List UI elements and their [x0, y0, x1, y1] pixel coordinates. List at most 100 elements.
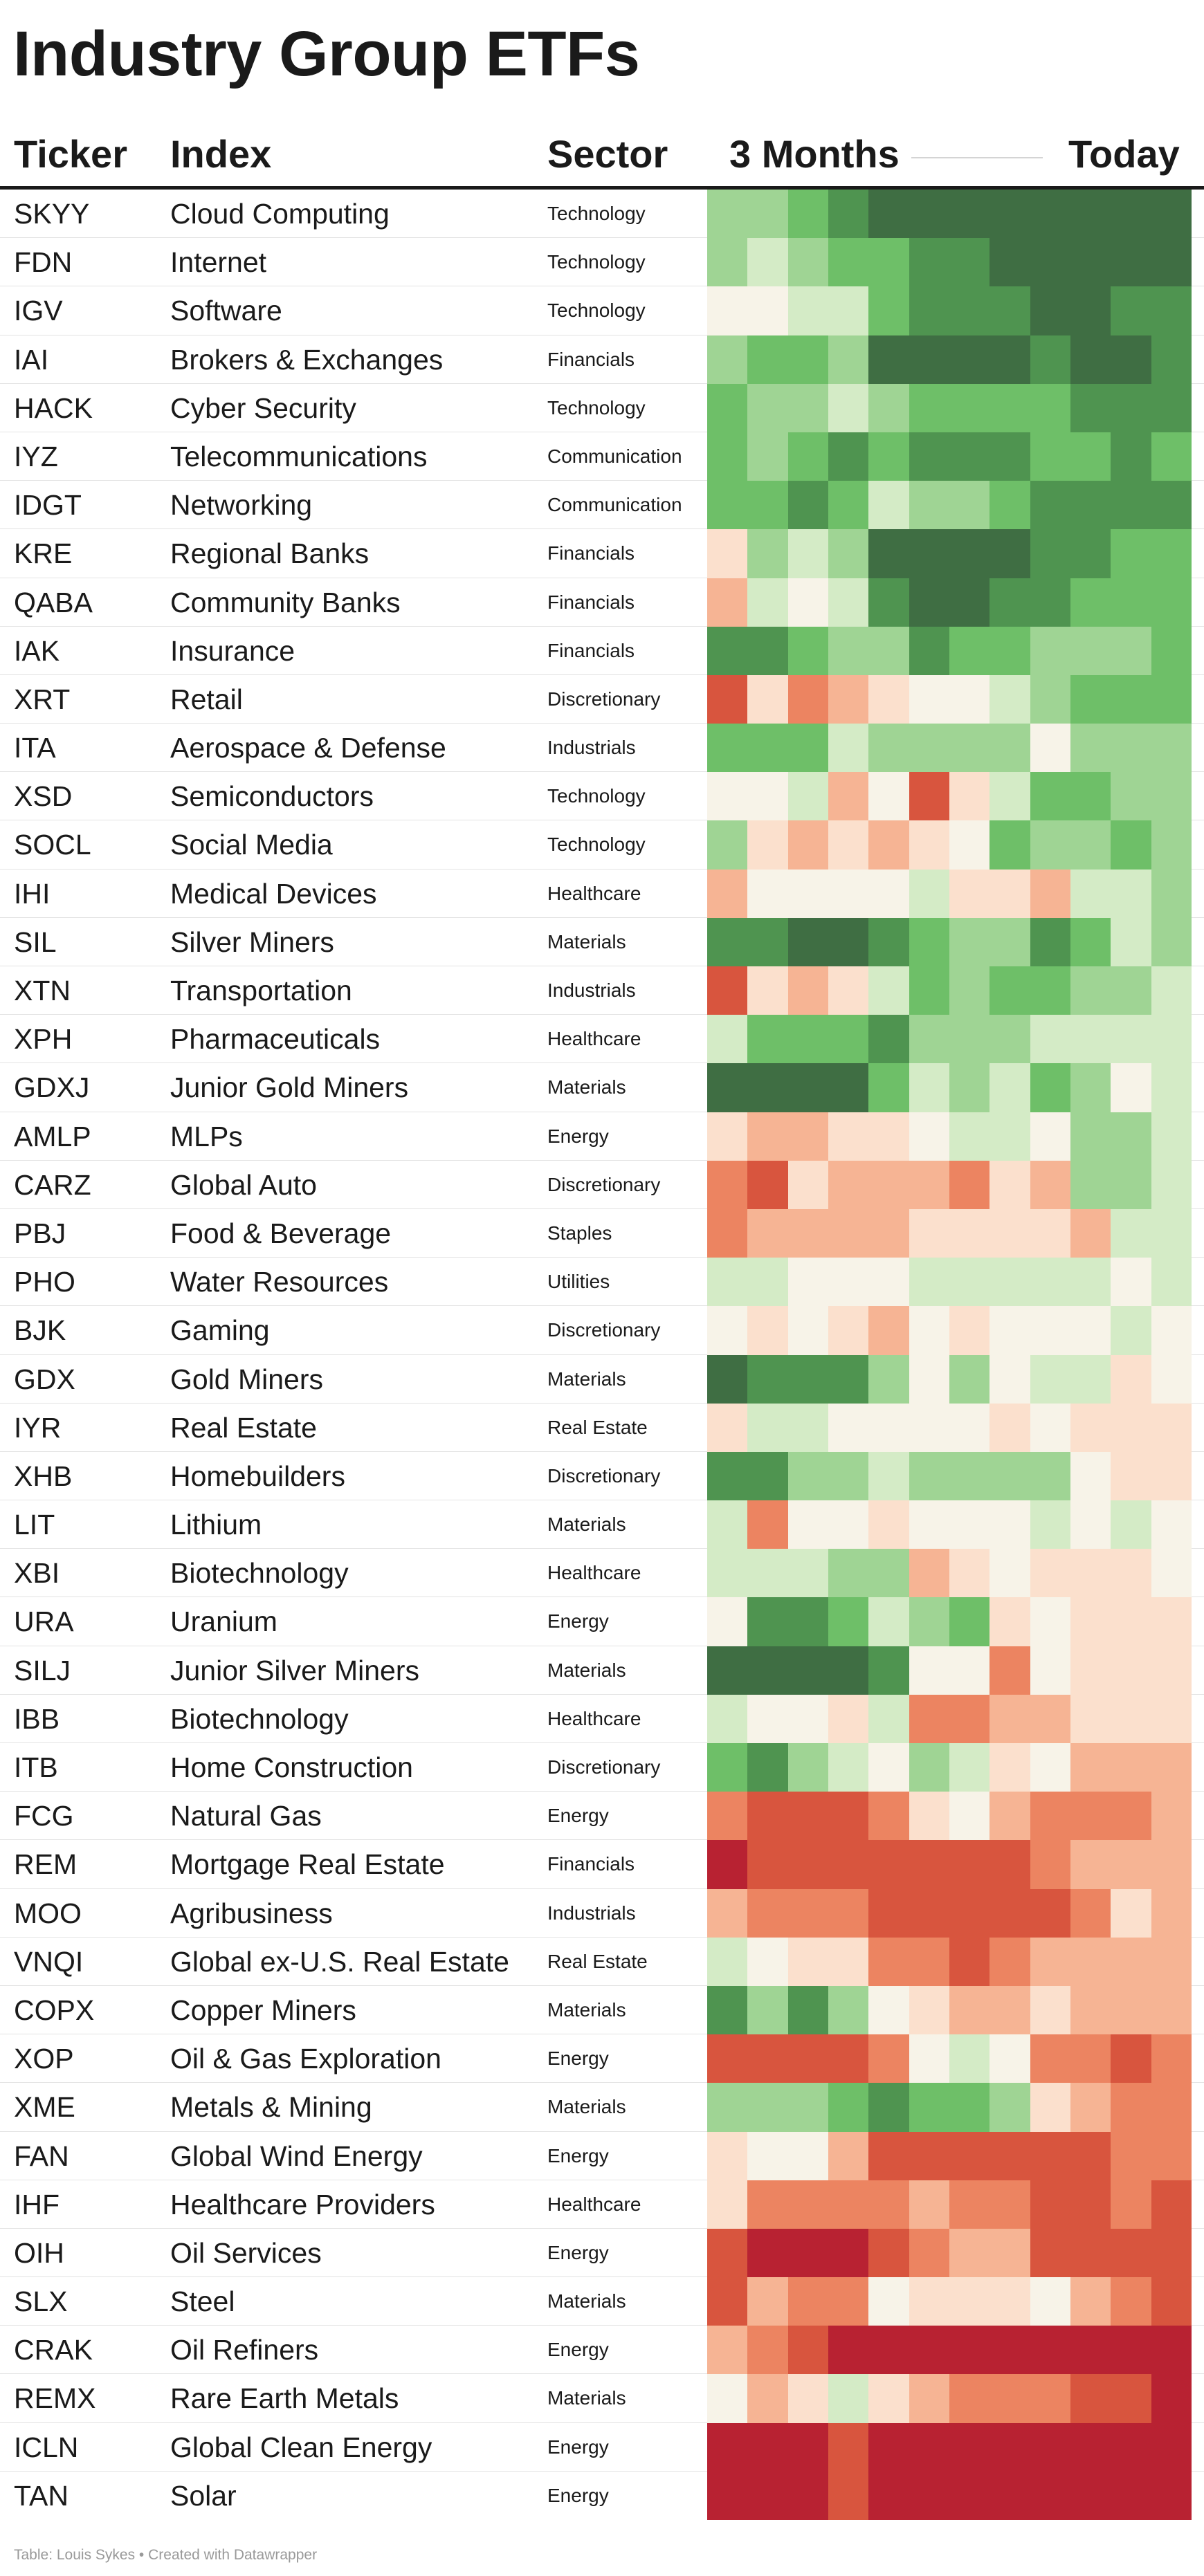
- table-row[interactable]: CRAK Oil Refiners Energy: [0, 2326, 1204, 2375]
- heatmap-cell: [747, 674, 788, 724]
- table-row[interactable]: AMLP MLPs Energy: [0, 1112, 1204, 1161]
- table-row[interactable]: COPX Copper Miners Materials: [0, 1985, 1204, 2035]
- heatmap-cell: [1151, 2131, 1192, 2180]
- table-row[interactable]: KRE Regional Banks Financials: [0, 529, 1204, 578]
- sector-cell: Materials: [547, 1514, 626, 1536]
- heatmap-cell: [909, 2228, 949, 2278]
- table-row[interactable]: TAN Solar Energy: [0, 2471, 1204, 2520]
- heatmap-cell: [909, 2422, 949, 2472]
- table-row[interactable]: IHI Medical Devices Healthcare: [0, 869, 1204, 918]
- sector-cell: Financials: [547, 542, 635, 564]
- heatmap-cell: [787, 238, 828, 287]
- table-row[interactable]: MOO Agribusiness Industrials: [0, 1888, 1204, 1938]
- table-row[interactable]: FCG Natural Gas Energy: [0, 1792, 1204, 1841]
- heatmap-strip: [707, 1743, 1192, 1792]
- column-header-index[interactable]: Index: [170, 132, 272, 176]
- heatmap-strip: [707, 1015, 1192, 1064]
- table-row[interactable]: IYR Real Estate Real Estate: [0, 1403, 1204, 1452]
- table-row[interactable]: REM Mortgage Real Estate Financials: [0, 1840, 1204, 1889]
- heatmap-cell: [1151, 1743, 1192, 1792]
- table-row[interactable]: IDGT Networking Communication: [0, 481, 1204, 530]
- heatmap-cell: [787, 1646, 828, 1695]
- heatmap-cell: [787, 481, 828, 530]
- column-header-ticker[interactable]: Ticker: [14, 132, 127, 176]
- table-row[interactable]: PBJ Food & Beverage Staples: [0, 1208, 1204, 1258]
- heatmap-cell: [949, 2131, 990, 2180]
- heatmap-cell: [868, 1306, 909, 1355]
- table-row[interactable]: ICLN Global Clean Energy Energy: [0, 2422, 1204, 2472]
- table-row[interactable]: XSD Semiconductors Technology: [0, 772, 1204, 821]
- heatmap-cell: [1070, 2180, 1111, 2229]
- table-row[interactable]: FAN Global Wind Energy Energy: [0, 2131, 1204, 2180]
- heatmap-cell: [949, 2422, 990, 2472]
- column-header-period-start[interactable]: 3 Months: [729, 132, 900, 176]
- table-row[interactable]: SLX Steel Materials: [0, 2277, 1204, 2326]
- heatmap-cell: [909, 772, 949, 821]
- table-row[interactable]: SOCL Social Media Technology: [0, 820, 1204, 870]
- heatmap-cell: [1030, 2180, 1070, 2229]
- table-row[interactable]: VNQI Global ex-U.S. Real Estate Real Estat…: [0, 1937, 1204, 1986]
- heatmap-cell: [787, 2326, 828, 2375]
- heatmap-cell: [747, 2034, 788, 2083]
- table-row[interactable]: IAK Insurance Financials: [0, 626, 1204, 675]
- table-row[interactable]: XTN Transportation Industrials: [0, 966, 1204, 1015]
- heatmap-cell: [989, 1549, 1030, 1598]
- table-row[interactable]: XBI Biotechnology Healthcare: [0, 1549, 1204, 1598]
- heatmap-cell: [1030, 1840, 1070, 1889]
- heatmap-cell: [787, 1937, 828, 1986]
- table-row[interactable]: XME Metals & Mining Materials: [0, 2083, 1204, 2132]
- heatmap-strip: [707, 1937, 1192, 1986]
- table-row[interactable]: GDXJ Junior Gold Miners Materials: [0, 1063, 1204, 1112]
- heatmap-cell: [989, 2277, 1030, 2326]
- table-row[interactable]: CARZ Global Auto Discretionary: [0, 1160, 1204, 1209]
- heatmap-cell: [828, 238, 869, 287]
- table-row[interactable]: XHB Homebuilders Discretionary: [0, 1451, 1204, 1501]
- heatmap-cell: [828, 772, 869, 821]
- column-header-period-end[interactable]: Today: [1068, 132, 1180, 176]
- heatmap-cell: [1070, 1306, 1111, 1355]
- table-row[interactable]: XOP Oil & Gas Exploration Energy: [0, 2034, 1204, 2083]
- heatmap-cell: [1070, 917, 1111, 966]
- table-row[interactable]: SKYY Cloud Computing Technology: [0, 190, 1204, 239]
- table-row[interactable]: URA Uranium Energy: [0, 1597, 1204, 1646]
- table-row[interactable]: SILJ Junior Silver Miners Materials: [0, 1646, 1204, 1695]
- heatmap-strip: [707, 2277, 1192, 2326]
- sector-cell: Materials: [547, 1659, 626, 1681]
- table-row[interactable]: IAI Brokers & Exchanges Financials: [0, 335, 1204, 384]
- table-row[interactable]: QABA Community Banks Financials: [0, 578, 1204, 627]
- heatmap-cell: [1030, 1888, 1070, 1938]
- heatmap-cell: [1030, 1646, 1070, 1695]
- sector-cell: Healthcare: [547, 1707, 641, 1729]
- heatmap-cell: [1111, 335, 1151, 384]
- table-row[interactable]: XRT Retail Discretionary: [0, 674, 1204, 724]
- table-row[interactable]: SIL Silver Miners Materials: [0, 917, 1204, 966]
- table-row[interactable]: IYZ Telecommunications Communication: [0, 432, 1204, 481]
- heatmap-cell: [1030, 626, 1070, 675]
- heatmap-cell: [787, 2131, 828, 2180]
- table-row[interactable]: IHF Healthcare Providers Healthcare: [0, 2180, 1204, 2229]
- table-row[interactable]: IBB Biotechnology Healthcare: [0, 1694, 1204, 1743]
- table-row[interactable]: REMX Rare Earth Metals Materials: [0, 2374, 1204, 2423]
- heatmap-cell: [1111, 383, 1151, 432]
- heatmap-cell: [949, 772, 990, 821]
- heatmap-cell: [747, 626, 788, 675]
- table-row[interactable]: ITA Aerospace & Defense Industrials: [0, 724, 1204, 773]
- heatmap-cell: [787, 335, 828, 384]
- index-cell: Junior Gold Miners: [170, 1071, 409, 1104]
- table-row[interactable]: GDX Gold Miners Materials: [0, 1354, 1204, 1404]
- table-row[interactable]: XPH Pharmaceuticals Healthcare: [0, 1015, 1204, 1064]
- table-row[interactable]: IGV Software Technology: [0, 286, 1204, 335]
- table-row[interactable]: FDN Internet Technology: [0, 238, 1204, 287]
- table-row[interactable]: LIT Lithium Materials: [0, 1500, 1204, 1549]
- table-row[interactable]: OIH Oil Services Energy: [0, 2228, 1204, 2278]
- table-row[interactable]: ITB Home Construction Discretionary: [0, 1743, 1204, 1792]
- heatmap-cell: [1070, 1063, 1111, 1112]
- table-row[interactable]: PHO Water Resources Utilities: [0, 1258, 1204, 1307]
- heatmap-cell: [949, 1743, 990, 1792]
- ticker-cell: OIH: [14, 2236, 64, 2269]
- table-row[interactable]: BJK Gaming Discretionary: [0, 1306, 1204, 1355]
- ticker-cell: FDN: [14, 246, 73, 279]
- table-row[interactable]: HACK Cyber Security Technology: [0, 383, 1204, 432]
- heatmap-cell: [787, 2034, 828, 2083]
- column-header-sector[interactable]: Sector: [547, 132, 668, 176]
